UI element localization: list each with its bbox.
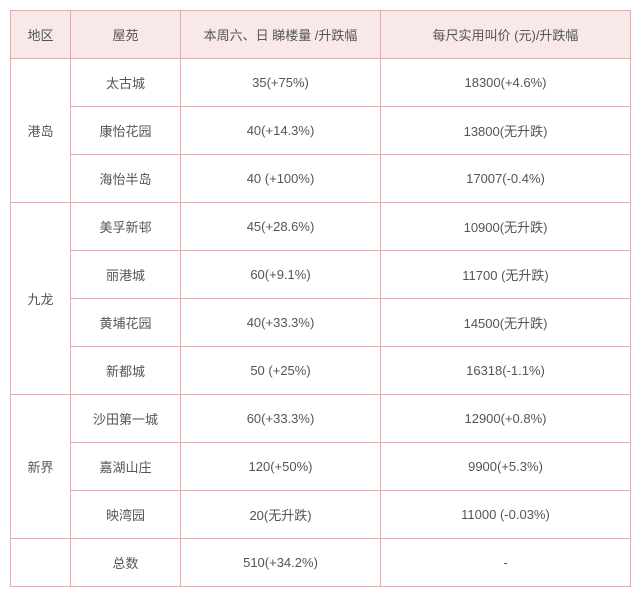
cell-price: 12900(+0.8%) xyxy=(381,395,631,443)
table-row: 丽港城60(+9.1%)11700 (无升跌) xyxy=(11,251,631,299)
cell-region: 港岛 xyxy=(11,59,71,203)
cell-estate: 新都城 xyxy=(71,347,181,395)
cell-vol: 35(+75%) xyxy=(181,59,381,107)
col-volume: 本周六、日 睇楼量 /升跌幅 xyxy=(181,11,381,59)
table-header: 地区 屋苑 本周六、日 睇楼量 /升跌幅 每尺实用叫价 (元)/升跌幅 xyxy=(11,11,631,59)
cell-price: 16318(-1.1%) xyxy=(381,347,631,395)
cell-region: 九龙 xyxy=(11,203,71,395)
table-row: 新界沙田第一城60(+33.3%)12900(+0.8%) xyxy=(11,395,631,443)
cell-total-region xyxy=(11,539,71,587)
cell-vol: 40(+14.3%) xyxy=(181,107,381,155)
cell-estate: 太古城 xyxy=(71,59,181,107)
cell-total-vol: 510(+34.2%) xyxy=(181,539,381,587)
cell-vol: 60(+9.1%) xyxy=(181,251,381,299)
table-row: 嘉湖山庄120(+50%)9900(+5.3%) xyxy=(11,443,631,491)
cell-price: 17007(-0.4%) xyxy=(381,155,631,203)
table-body: 港岛太古城35(+75%)18300(+4.6%)康怡花园40(+14.3%)1… xyxy=(11,59,631,587)
cell-estate: 康怡花园 xyxy=(71,107,181,155)
cell-price: 9900(+5.3%) xyxy=(381,443,631,491)
cell-price: 11700 (无升跌) xyxy=(381,251,631,299)
cell-vol: 45(+28.6%) xyxy=(181,203,381,251)
cell-estate: 映湾园 xyxy=(71,491,181,539)
col-estate: 屋苑 xyxy=(71,11,181,59)
cell-vol: 20(无升跌) xyxy=(181,491,381,539)
cell-price: 11000 (-0.03%) xyxy=(381,491,631,539)
col-region: 地区 xyxy=(11,11,71,59)
table-row: 映湾园20(无升跌)11000 (-0.03%) xyxy=(11,491,631,539)
cell-vol: 40 (+100%) xyxy=(181,155,381,203)
cell-vol: 40(+33.3%) xyxy=(181,299,381,347)
col-price: 每尺实用叫价 (元)/升跌幅 xyxy=(381,11,631,59)
property-table: 地区 屋苑 本周六、日 睇楼量 /升跌幅 每尺实用叫价 (元)/升跌幅 港岛太古… xyxy=(10,10,631,587)
cell-estate: 海怡半岛 xyxy=(71,155,181,203)
cell-total-price: - xyxy=(381,539,631,587)
cell-price: 10900(无升跌) xyxy=(381,203,631,251)
cell-price: 14500(无升跌) xyxy=(381,299,631,347)
table-row: 黄埔花园40(+33.3%)14500(无升跌) xyxy=(11,299,631,347)
cell-vol: 50 (+25%) xyxy=(181,347,381,395)
cell-price: 18300(+4.6%) xyxy=(381,59,631,107)
cell-price: 13800(无升跌) xyxy=(381,107,631,155)
cell-vol: 60(+33.3%) xyxy=(181,395,381,443)
table-row: 海怡半岛40 (+100%)17007(-0.4%) xyxy=(11,155,631,203)
cell-estate: 丽港城 xyxy=(71,251,181,299)
table-row: 新都城50 (+25%)16318(-1.1%) xyxy=(11,347,631,395)
table-row: 九龙美孚新邨45(+28.6%)10900(无升跌) xyxy=(11,203,631,251)
cell-estate: 沙田第一城 xyxy=(71,395,181,443)
table-row: 康怡花园40(+14.3%)13800(无升跌) xyxy=(11,107,631,155)
cell-total-estate: 总数 xyxy=(71,539,181,587)
cell-estate: 嘉湖山庄 xyxy=(71,443,181,491)
cell-region: 新界 xyxy=(11,395,71,539)
cell-estate: 美孚新邨 xyxy=(71,203,181,251)
table-row-total: 总数510(+34.2%)- xyxy=(11,539,631,587)
cell-vol: 120(+50%) xyxy=(181,443,381,491)
cell-estate: 黄埔花园 xyxy=(71,299,181,347)
table-row: 港岛太古城35(+75%)18300(+4.6%) xyxy=(11,59,631,107)
